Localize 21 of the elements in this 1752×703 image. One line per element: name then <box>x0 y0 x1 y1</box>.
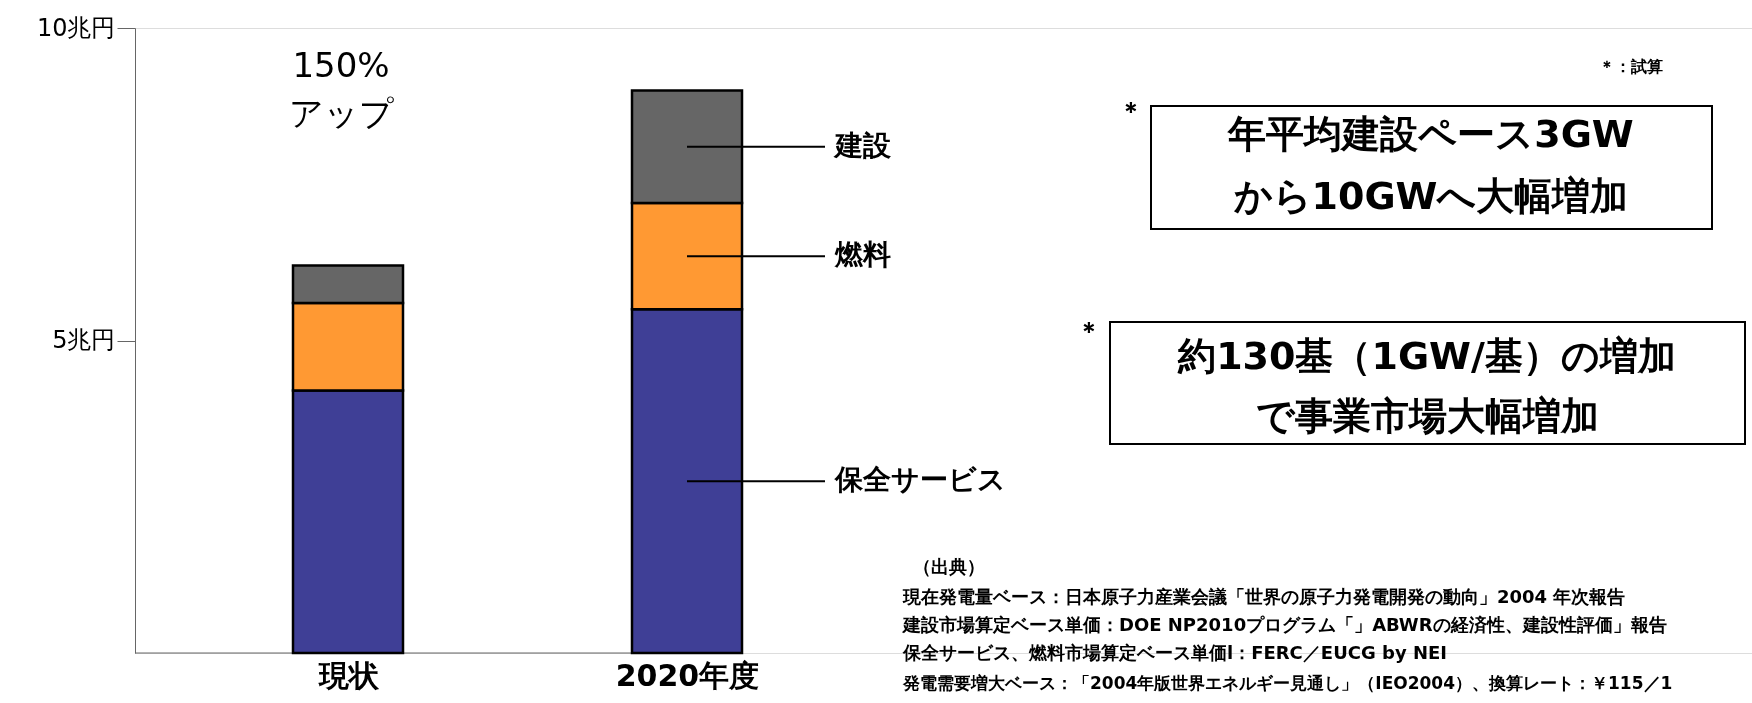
text: 建設市場算定ベース単価：DOE NP2010プログラム「」ABWRの経済性、建設性評価」報告 <box>901 614 1667 635</box>
text: 現在発電量ベース：日本原子力産業会議「世界の原子力発電開発の動向」2004 年次報告 <box>902 586 1626 607</box>
text: （出典） <box>913 556 985 577</box>
text: ＊：試算 <box>1599 57 1663 76</box>
text: 保全サービス、燃料市場算定ベース単価l：FERC／EUCG by NEI <box>902 642 1447 663</box>
x-tick-label: 2020年度 <box>615 657 760 693</box>
text: 発電需要増大ベース：「2004年版世界エネルギー見通し」（IEO2004）、換算レート：￥115／1 <box>902 673 1673 693</box>
text: 年平均建設ペース3GW <box>1227 112 1634 156</box>
text: ＊ <box>1077 317 1101 345</box>
legend-label: 建設 <box>833 128 891 162</box>
text: 約130基（1GW/基）の増加 <box>1177 334 1676 378</box>
annotation: 150% <box>292 45 390 85</box>
annotation: アップ <box>288 93 394 133</box>
legend-label: 燃料 <box>834 238 891 272</box>
x-tick-label: 現状 <box>317 657 380 693</box>
text: ＊ <box>1119 97 1143 125</box>
text: から10GWへ大幅増加 <box>1232 174 1629 218</box>
y-tick-label: 10兆円 <box>36 13 116 42</box>
text: で事業市場大幅増加 <box>1255 394 1599 438</box>
legend-label: 保全サービス <box>834 463 1006 497</box>
y-tick-label: 5兆円 <box>52 326 116 354</box>
